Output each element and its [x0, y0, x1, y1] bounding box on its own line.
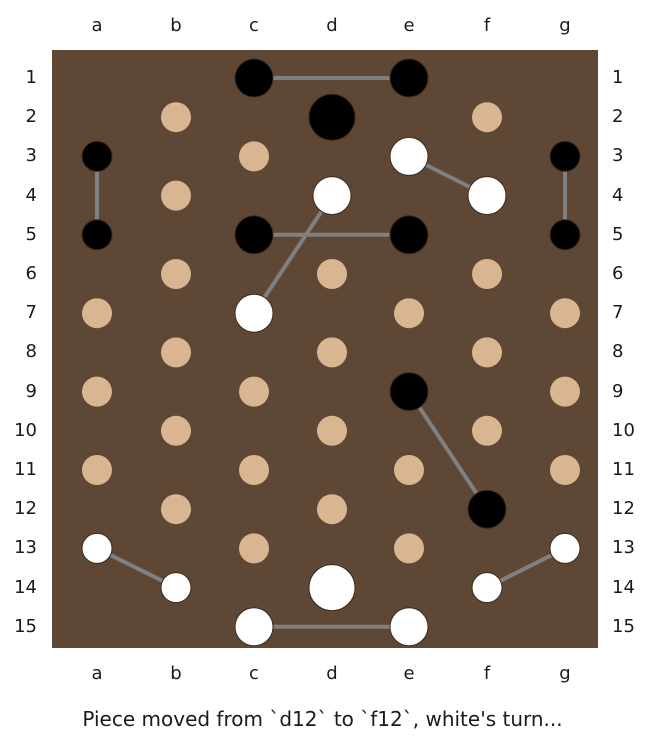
empty-point-d6[interactable] [317, 259, 347, 289]
black-piece-g3[interactable] [549, 140, 581, 172]
empty-point-b4[interactable] [161, 180, 191, 211]
empty-point-e11[interactable] [394, 455, 424, 485]
column-label-bottom-b: b [170, 663, 182, 684]
pieces-layer [81, 58, 581, 647]
row-label-left-3: 3 [25, 145, 37, 167]
empty-point-b6[interactable] [161, 259, 191, 289]
row-label-right-1: 1 [612, 67, 624, 88]
link-e9-f12 [407, 390, 489, 511]
black-piece-d2[interactable] [308, 93, 356, 141]
column-label-bottom-e: e [403, 663, 415, 684]
column-label-bottom-g: g [559, 663, 571, 684]
empty-point-b10[interactable] [161, 415, 191, 446]
empty-point-b8[interactable] [161, 337, 191, 368]
empty-point-b2[interactable] [161, 102, 191, 133]
white-piece-f4[interactable] [467, 176, 507, 216]
white-piece-d14[interactable] [308, 564, 356, 612]
empty-point-g7[interactable] [550, 298, 580, 329]
column-label-bottom-c: c [249, 663, 259, 684]
column-label-top-g: g [559, 15, 571, 36]
row-label-right-4: 4 [612, 184, 624, 206]
white-piece-c7[interactable] [234, 293, 274, 333]
empty-point-d10[interactable] [317, 415, 347, 446]
white-piece-f14[interactable] [471, 572, 503, 604]
row-label-right-15: 15 [612, 615, 635, 637]
empty-point-f8[interactable] [472, 337, 502, 368]
column-label-bottom-d: d [326, 663, 338, 684]
empty-point-f2[interactable] [472, 102, 502, 133]
row-label-left-13: 13 [14, 537, 37, 559]
row-label-right-11: 11 [612, 459, 635, 480]
black-piece-a3[interactable] [81, 140, 113, 172]
column-label-bottom-a: a [91, 663, 103, 684]
black-piece-c5[interactable] [234, 215, 274, 255]
empty-point-b12[interactable] [161, 494, 191, 525]
empty-point-e7[interactable] [394, 298, 424, 329]
row-label-right-2: 2 [612, 106, 624, 128]
row-label-left-4: 4 [25, 184, 37, 206]
row-label-right-9: 9 [612, 380, 624, 402]
row-label-right-12: 12 [612, 498, 635, 520]
column-label-top-b: b [170, 15, 182, 36]
row-label-left-14: 14 [14, 576, 37, 598]
empty-point-a7[interactable] [82, 298, 112, 329]
white-piece-b14[interactable] [160, 572, 192, 604]
empty-point-f6[interactable] [472, 259, 502, 289]
row-label-right-3: 3 [612, 145, 624, 167]
black-piece-f12[interactable] [467, 489, 507, 529]
row-label-right-7: 7 [612, 302, 624, 324]
black-piece-e5[interactable] [389, 215, 429, 255]
empty-point-a11[interactable] [82, 455, 112, 485]
row-label-right-5: 5 [612, 223, 624, 245]
column-label-bottom-f: f [483, 663, 491, 684]
row-label-right-13: 13 [612, 537, 635, 559]
row-label-left-1: 1 [25, 67, 37, 88]
white-piece-g13[interactable] [549, 532, 581, 564]
empty-point-c3[interactable] [239, 141, 269, 172]
row-label-right-10: 10 [612, 419, 635, 441]
white-piece-e15[interactable] [389, 607, 429, 647]
white-piece-c15[interactable] [234, 607, 274, 647]
empty-point-d12[interactable] [317, 494, 347, 525]
row-label-left-12: 12 [14, 498, 37, 520]
empty-point-f10[interactable] [472, 415, 502, 446]
white-piece-d4[interactable] [312, 176, 352, 216]
empty-point-c11[interactable] [239, 455, 269, 485]
white-piece-e3[interactable] [389, 136, 429, 176]
row-label-left-15: 15 [14, 615, 37, 637]
column-label-top-e: e [403, 15, 415, 36]
empty-point-g11[interactable] [550, 455, 580, 485]
empty-point-c9[interactable] [239, 376, 269, 407]
row-label-left-11: 11 [14, 459, 37, 480]
link-d4-c7 [252, 194, 334, 315]
row-label-left-6: 6 [25, 263, 37, 284]
row-label-right-6: 6 [612, 263, 624, 284]
column-label-top-c: c [249, 15, 259, 36]
black-piece-e1[interactable] [389, 58, 429, 98]
black-piece-c1[interactable] [234, 58, 274, 98]
empty-point-c13[interactable] [239, 533, 269, 564]
row-label-left-10: 10 [14, 419, 37, 441]
column-label-top-a: a [91, 15, 103, 36]
black-piece-e9[interactable] [389, 372, 429, 412]
row-label-left-8: 8 [25, 341, 37, 363]
status-message: Piece moved from `d12` to `f12`, white's… [82, 707, 563, 731]
white-piece-a13[interactable] [81, 532, 113, 564]
empty-point-g9[interactable] [550, 376, 580, 407]
row-label-right-8: 8 [612, 341, 624, 363]
black-piece-g5[interactable] [549, 219, 581, 251]
row-label-left-7: 7 [25, 302, 37, 324]
column-label-top-d: d [326, 15, 338, 36]
row-label-left-2: 2 [25, 106, 37, 128]
black-piece-a5[interactable] [81, 219, 113, 251]
empty-point-a9[interactable] [82, 376, 112, 407]
row-label-left-9: 9 [25, 380, 37, 402]
points-layer [82, 102, 580, 564]
row-label-right-14: 14 [612, 576, 635, 598]
column-label-top-f: f [483, 15, 491, 36]
row-label-left-5: 5 [25, 223, 37, 245]
empty-point-e13[interactable] [394, 533, 424, 564]
empty-point-d8[interactable] [317, 337, 347, 368]
